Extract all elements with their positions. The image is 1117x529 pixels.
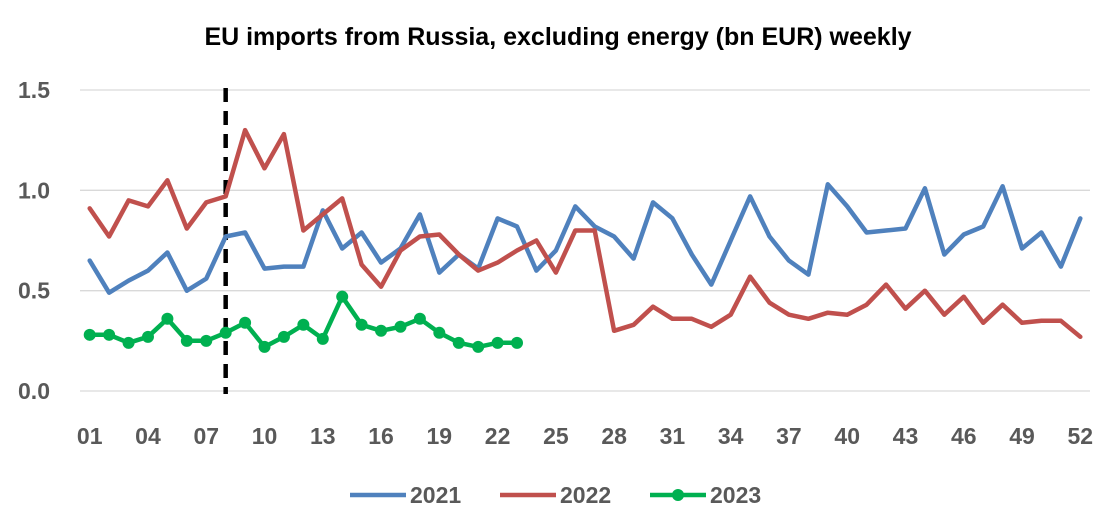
point-2023 xyxy=(491,336,504,349)
y-tick-label: 0.5 xyxy=(18,278,50,304)
point-2023 xyxy=(219,326,232,339)
x-tick-label: 37 xyxy=(776,423,802,449)
x-tick-label: 40 xyxy=(834,423,860,449)
point-2023 xyxy=(297,318,310,331)
point-2023 xyxy=(472,340,485,353)
legend-label-2023: 2023 xyxy=(710,482,761,508)
x-tick-label: 22 xyxy=(485,423,511,449)
legend-marker-2023 xyxy=(672,489,684,501)
x-tick-label: 13 xyxy=(310,423,336,449)
y-tick-label: 0.0 xyxy=(18,378,50,404)
point-2023 xyxy=(83,328,96,341)
x-tick-label: 49 xyxy=(1009,423,1035,449)
x-tick-label: 43 xyxy=(893,423,919,449)
series-lines xyxy=(83,127,1083,353)
point-2023 xyxy=(316,332,329,345)
legend-label-2022: 2022 xyxy=(560,482,611,508)
point-2023 xyxy=(394,320,407,333)
x-tick-label: 34 xyxy=(718,423,744,449)
legend: 2021 2022 2023 xyxy=(350,482,761,508)
y-tick-label: 1.5 xyxy=(18,77,50,103)
legend-label-2021: 2021 xyxy=(410,482,461,508)
series-line-2022 xyxy=(87,127,1083,340)
chart-title: EU imports from Russia, excluding energy… xyxy=(204,23,911,51)
point-2023 xyxy=(239,316,252,329)
x-tick-label: 04 xyxy=(135,423,161,449)
point-2023 xyxy=(355,318,368,331)
x-tick-label: 01 xyxy=(77,423,103,449)
x-tick-label: 28 xyxy=(601,423,627,449)
x-tick-label: 31 xyxy=(660,423,686,449)
point-2023 xyxy=(180,334,193,347)
point-2023 xyxy=(200,334,213,347)
series-line-2021 xyxy=(87,182,1083,295)
y-tick-label: 1.0 xyxy=(18,177,50,203)
point-2023 xyxy=(375,324,388,337)
x-tick-label: 46 xyxy=(951,423,977,449)
point-2023 xyxy=(511,336,524,349)
point-2023 xyxy=(161,312,174,325)
point-2023 xyxy=(336,290,349,303)
point-2023 xyxy=(103,328,116,341)
x-tick-label: 25 xyxy=(543,423,569,449)
point-2023 xyxy=(452,336,465,349)
x-tick-label: 19 xyxy=(427,423,453,449)
point-2023 xyxy=(141,330,154,343)
x-axis-tick-labels: 01 04 07 10 13 16 19 22 25 28 31 34 37 40 43 46 49 52 xyxy=(77,423,1093,449)
y-axis-tick-labels: 0.0 0.5 1.0 1.5 xyxy=(18,77,50,404)
point-2023 xyxy=(413,312,426,325)
point-2023 xyxy=(277,330,290,343)
x-tick-label: 16 xyxy=(368,423,394,449)
x-tick-label: 10 xyxy=(252,423,278,449)
x-tick-label: 07 xyxy=(193,423,219,449)
point-2023 xyxy=(433,326,446,339)
point-2023 xyxy=(122,336,135,349)
point-2023 xyxy=(258,340,271,353)
x-tick-label: 52 xyxy=(1067,423,1093,449)
